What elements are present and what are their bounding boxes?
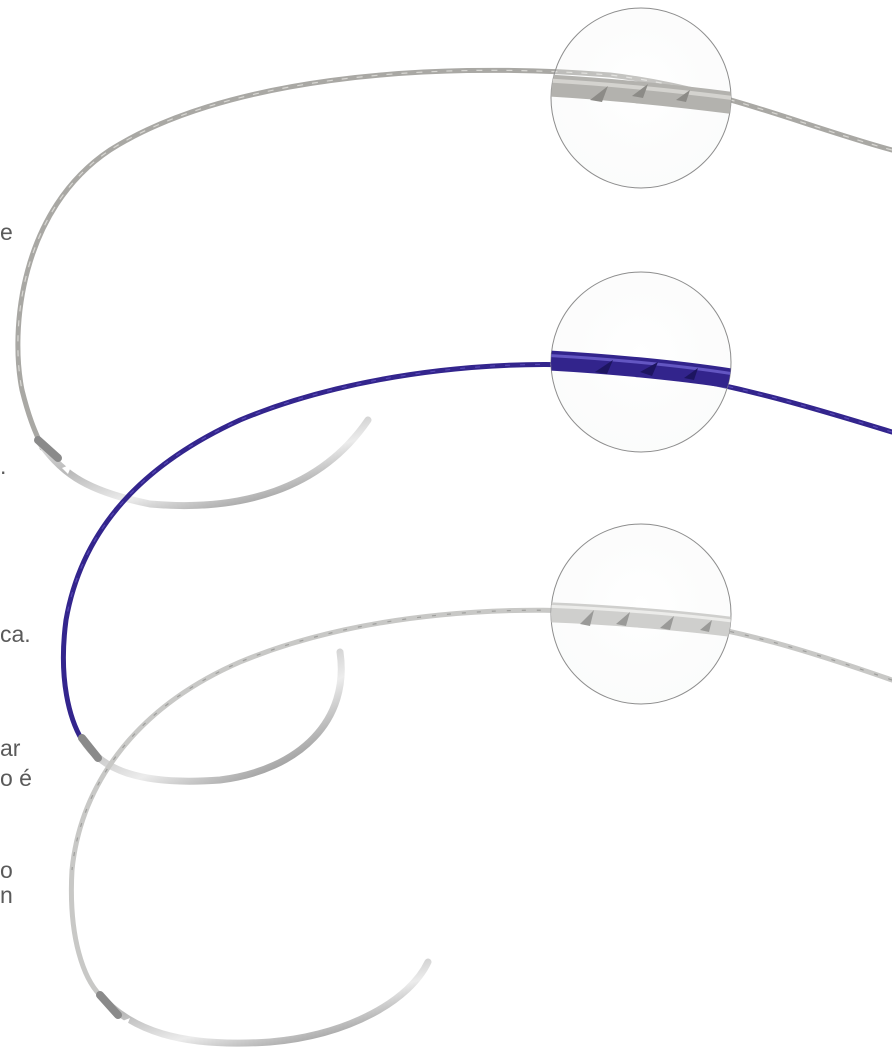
clear-barb-detail: [550, 523, 732, 705]
curved-steel-needle: [78, 648, 345, 785]
text-fragment: o: [0, 857, 13, 883]
text-fragment: ca.: [0, 621, 31, 647]
curved-steel-needle: [34, 416, 372, 510]
curved-steel-needle: [96, 958, 432, 1047]
violet-barbed-suture: [60, 361, 892, 785]
gray-barbed-suture: [15, 67, 892, 510]
text-fragment: n: [0, 882, 13, 908]
gray-barb-detail: [550, 7, 732, 189]
text-fragment: ar: [0, 735, 21, 761]
text-fragment: e: [0, 219, 13, 245]
text-fragment: o é: [0, 765, 32, 791]
text-fragment: .: [0, 453, 7, 479]
clear-barbed-suture: [68, 607, 892, 1047]
violet-barb-detail: [550, 271, 732, 453]
